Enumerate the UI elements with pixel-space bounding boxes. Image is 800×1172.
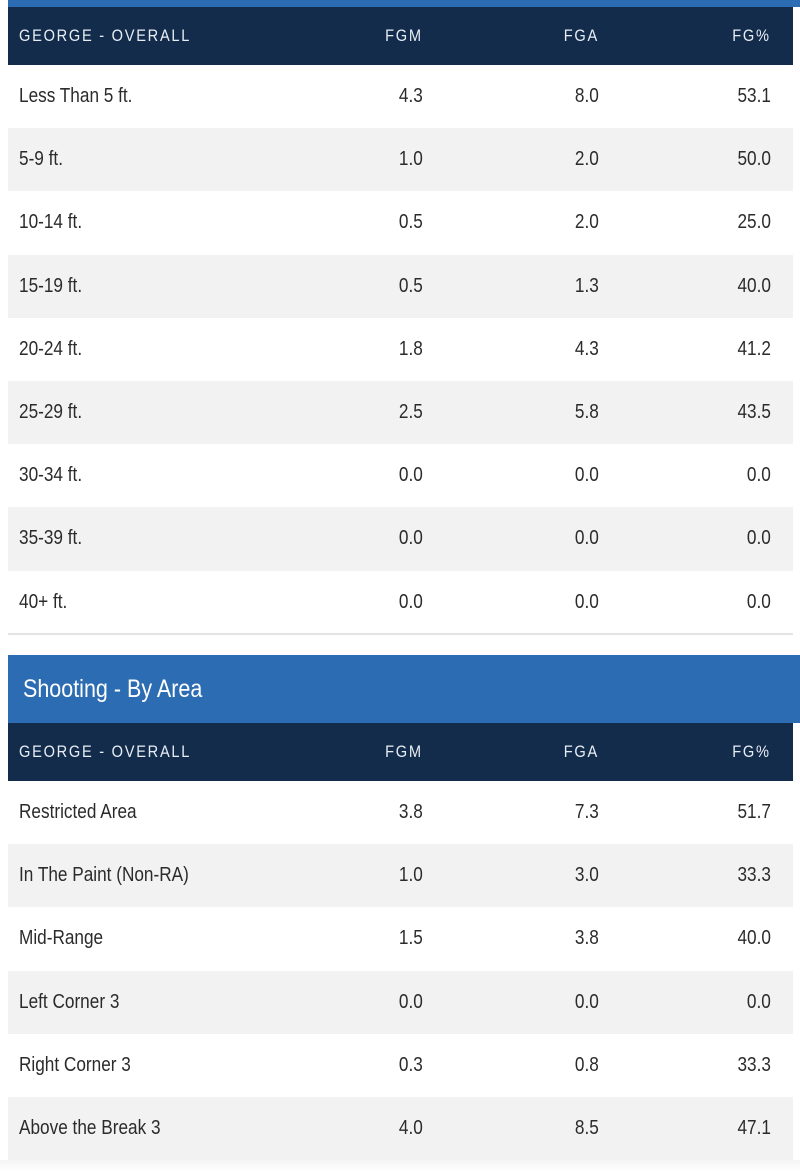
table-row: Left Corner 3 0.0 0.0 0.0 [8,970,793,1034]
fgm-value: 0.0 [399,590,423,613]
fga-value: 0.8 [575,1053,599,1076]
shooting-by-area-table: GEORGE - OVERALL FGM FGA FG% Restricted … [8,723,793,1161]
fg-pct-value: 0.0 [747,464,771,487]
fgm-value: 2.5 [399,401,423,424]
table-row: 5-9 ft. 1.0 2.0 50.0 [8,128,793,192]
fg-pct-value: 33.3 [737,864,771,887]
fga-value: 3.0 [575,864,599,887]
column-header-fga[interactable]: FGA [563,742,599,761]
table-row: Less Than 5 ft. 4.3 8.0 53.1 [8,65,793,128]
section-title-by-area: Shooting - By Area [8,655,800,723]
fga-value: 1.3 [575,274,599,297]
column-header-fg-pct[interactable]: FG% [732,742,771,761]
fg-pct-value: 41.2 [737,337,771,360]
row-label: Above the Break 3 [19,1117,161,1140]
table-row: 35-39 ft. 0.0 0.0 0.0 [8,507,793,571]
fga-value: 5.8 [575,401,599,424]
table-row: In The Paint (Non-RA) 1.0 3.0 33.3 [8,844,793,908]
fg-pct-value: 47.1 [737,1117,771,1140]
fga-value: 2.0 [575,211,599,234]
fg-pct-value: 40.0 [737,274,771,297]
table-row: 10-14 ft. 0.5 2.0 25.0 [8,191,793,254]
fgm-value: 0.0 [399,464,423,487]
row-label: Mid-Range [19,927,104,950]
row-label: 10-14 ft. [19,211,83,234]
fg-pct-value: 33.3 [737,1053,771,1076]
table-row: Above the Break 3 4.0 8.5 47.1 [8,1096,793,1161]
table-row: Restricted Area 3.8 7.3 51.7 [8,781,793,844]
column-header-player[interactable]: GEORGE - OVERALL [19,26,192,45]
fgm-value: 1.8 [399,337,423,360]
fgm-value: 4.3 [399,85,423,108]
row-label: 5-9 ft. [19,148,63,171]
fgm-value: 0.3 [399,1053,423,1076]
fga-value: 2.0 [575,148,599,171]
row-label: Restricted Area [19,801,137,824]
fga-value: 8.5 [575,1117,599,1140]
row-label: In The Paint (Non-RA) [19,864,189,887]
bottom-shadow [0,1160,800,1172]
fga-value: 0.0 [575,527,599,550]
table-row: 25-29 ft. 2.5 5.8 43.5 [8,380,793,445]
shooting-by-distance-table: GEORGE - OVERALL FGM FGA FG% Less Than 5… [8,7,793,634]
fg-pct-value: 0.0 [747,590,771,613]
fgm-value: 1.0 [399,864,423,887]
row-label: 35-39 ft. [19,527,83,550]
fg-pct-value: 51.7 [737,801,771,824]
row-label: 25-29 ft. [19,401,83,424]
row-label: 15-19 ft. [19,274,83,297]
table-row: Mid-Range 1.5 3.8 40.0 [8,907,793,970]
fg-pct-value: 43.5 [737,401,771,424]
column-header-fgm[interactable]: FGM [385,742,423,761]
row-label: Less Than 5 ft. [19,85,133,108]
table-row: 40+ ft. 0.0 0.0 0.0 [8,571,793,634]
fga-value: 4.3 [575,337,599,360]
fg-pct-value: 0.0 [747,527,771,550]
fga-value: 8.0 [575,85,599,108]
fg-pct-value: 40.0 [737,927,771,950]
fgm-value: 0.5 [399,274,423,297]
table-divider [8,633,793,635]
fga-value: 0.0 [575,464,599,487]
fg-pct-value: 25.0 [737,211,771,234]
table-header: GEORGE - OVERALL FGM FGA FG% [8,7,793,65]
table-row: 30-34 ft. 0.0 0.0 0.0 [8,444,793,507]
column-header-fga[interactable]: FGA [563,26,599,45]
fgm-value: 0.5 [399,211,423,234]
row-label: 40+ ft. [19,590,68,613]
fg-pct-value: 0.0 [747,990,771,1013]
fgm-value: 3.8 [399,801,423,824]
fga-value: 7.3 [575,801,599,824]
fgm-value: 1.0 [399,148,423,171]
row-label: Left Corner 3 [19,990,120,1013]
table-row: Right Corner 3 0.3 0.8 33.3 [8,1034,793,1097]
section-bar-top [8,0,800,7]
row-label: 30-34 ft. [19,464,83,487]
fgm-value: 4.0 [399,1117,423,1140]
fgm-value: 0.0 [399,527,423,550]
column-header-player[interactable]: GEORGE - OVERALL [19,742,192,761]
fga-value: 0.0 [575,590,599,613]
fgm-value: 1.5 [399,927,423,950]
fg-pct-value: 53.1 [737,85,771,108]
fgm-value: 0.0 [399,990,423,1013]
column-header-fg-pct[interactable]: FG% [732,26,771,45]
column-header-fgm[interactable]: FGM [385,26,423,45]
fga-value: 3.8 [575,927,599,950]
fga-value: 0.0 [575,990,599,1013]
table-header: GEORGE - OVERALL FGM FGA FG% [8,723,793,781]
table-row: 20-24 ft. 1.8 4.3 41.2 [8,318,793,381]
table-row: 15-19 ft. 0.5 1.3 40.0 [8,254,793,318]
row-label: Right Corner 3 [19,1053,131,1076]
fg-pct-value: 50.0 [737,148,771,171]
row-label: 20-24 ft. [19,337,83,360]
